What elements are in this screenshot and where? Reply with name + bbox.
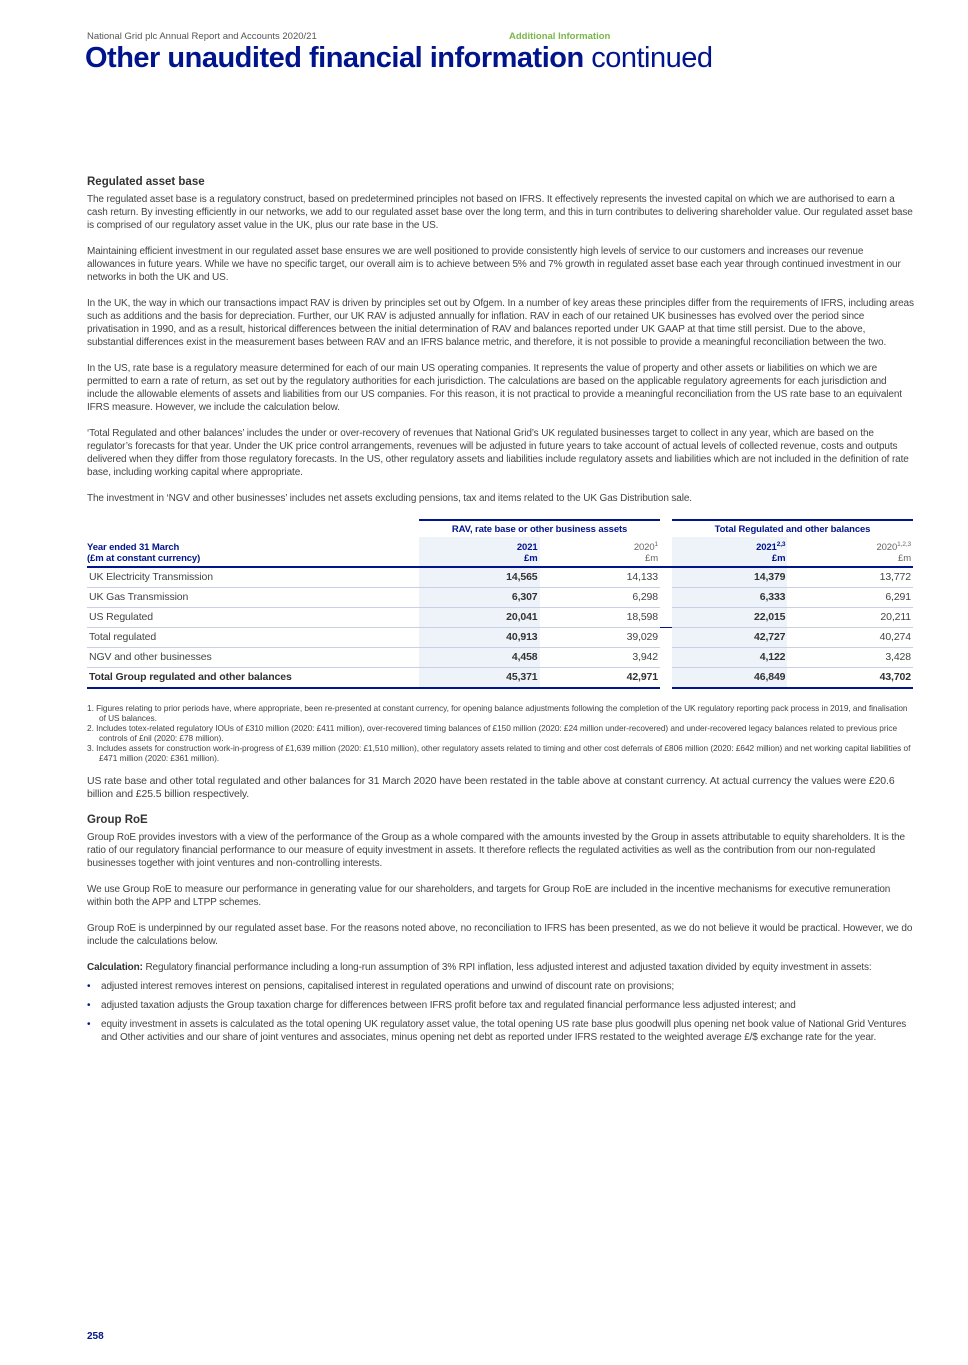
- paragraph: The regulated asset base is a regulatory…: [87, 194, 913, 231]
- paragraph: ‘Total Regulated and other balances’ inc…: [87, 428, 909, 478]
- table-row: Total regulated 40,913 39,029 42,727 40,274: [87, 627, 913, 649]
- row-header: Year ended 31 March (£m at constant curre…: [87, 537, 420, 569]
- row-label: Total regulated: [87, 627, 420, 649]
- cell-value: 46,849: [672, 667, 788, 690]
- paragraph: The investment in ‘NGV and other busines…: [87, 493, 692, 504]
- cell-value: 6,307: [419, 587, 540, 609]
- restated-note: US rate base and other total regulated a…: [87, 775, 895, 801]
- row-label: NGV and other businesses: [87, 647, 420, 669]
- cell-value: 40,913: [419, 627, 540, 649]
- cell-value: 42,971: [539, 667, 660, 690]
- cell-value: 13,772: [787, 567, 913, 589]
- row-label: Total Group regulated and other balances: [87, 667, 420, 690]
- col-header: 20212,3 £m: [672, 537, 788, 569]
- cell-value: 4,122: [672, 647, 788, 669]
- cell-value: 20,041: [419, 607, 540, 629]
- cell-value: 14,565: [419, 567, 540, 589]
- cell-value: 4,458: [419, 647, 540, 669]
- cell-value: 14,133: [539, 567, 660, 589]
- cell-value: 22,015: [672, 607, 788, 629]
- section-label: Additional Information: [509, 31, 611, 42]
- row-label: US Regulated: [87, 607, 420, 629]
- col-header: 2021 £m: [419, 537, 540, 569]
- col-header: 20201 £m: [539, 537, 660, 569]
- rab-table: RAV, rate base or other business assets …: [87, 519, 913, 690]
- table-row: UK Electricity Transmission 14,565 14,133 1…: [87, 567, 913, 589]
- cell-value: 6,291: [787, 587, 913, 609]
- calculation: Calculation: Regulatory financial perfor…: [87, 962, 872, 974]
- page-title: Other unaudited financial information co…: [85, 42, 713, 75]
- paragraph: We use Group RoE to measure our performa…: [87, 884, 891, 909]
- footnote: 2. Includes totex-related regulatory IOU…: [87, 723, 898, 744]
- row-label: UK Electricity Transmission: [87, 567, 420, 589]
- cell-value: 3,428: [787, 647, 913, 669]
- content: Regulated asset base The regulated asset…: [87, 176, 914, 1050]
- paragraph: Group RoE is underpinned by our regulate…: [87, 923, 913, 948]
- cell-value: 3,942: [539, 647, 660, 669]
- cell-value: 42,727: [672, 627, 788, 649]
- paragraph: Maintaining efficient investment in our …: [87, 246, 901, 283]
- cell-value: 39,029: [539, 627, 660, 649]
- cell-value: 6,298: [539, 587, 660, 609]
- table-row: US Regulated 20,041 18,598 22,015 20,211: [87, 607, 913, 629]
- cell-value: 40,274: [787, 627, 913, 649]
- footnote: 1. Figures relating to prior periods hav…: [87, 703, 908, 724]
- cell-value: 45,371: [419, 667, 540, 690]
- group-header-rav: RAV, rate base or other business assets: [419, 519, 660, 537]
- list-item: adjusted taxation adjusts the Group taxa…: [87, 999, 914, 1012]
- cell-value: 6,333: [672, 587, 788, 609]
- table-row: Total Group regulated and other balances…: [87, 667, 913, 690]
- paragraph: Group RoE provides investors with a view…: [87, 832, 905, 870]
- roe-heading: Group RoE: [87, 814, 148, 827]
- footnotes: 1. Figures relating to prior periods hav…: [87, 703, 914, 763]
- rab-heading: Regulated asset base: [87, 176, 205, 188]
- cell-value: 14,379: [672, 567, 788, 589]
- list-item: adjusted interest removes interest on pe…: [87, 980, 914, 993]
- cell-value: 43,702: [787, 667, 913, 690]
- calculation-list: adjusted interest removes interest on pe…: [87, 980, 914, 1044]
- list-item: equity investment in assets is calculate…: [87, 1018, 914, 1044]
- cell-value: 20,211: [787, 607, 913, 629]
- paragraph: In the UK, the way in which our transact…: [87, 298, 914, 348]
- col-header: 20201,2,3 £m: [787, 537, 913, 569]
- table-row: NGV and other businesses 4,458 3,942 4,122 3…: [87, 647, 913, 669]
- paragraph: In the US, rate base is a regulatory mea…: [87, 363, 902, 413]
- cell-value: 18,598: [539, 607, 660, 629]
- title-suffix: continued: [583, 42, 713, 74]
- group-header-total: Total Regulated and other balances: [672, 519, 913, 537]
- footnote: 3. Includes assets for construction work…: [87, 743, 911, 764]
- report-title: National Grid plc Annual Report and Acco…: [87, 31, 317, 42]
- row-label: UK Gas Transmission: [87, 587, 420, 609]
- table-row: UK Gas Transmission 6,307 6,298 6,333 6,291: [87, 587, 913, 609]
- page-number: 258: [87, 1331, 104, 1342]
- title-main: Other unaudited financial information: [85, 42, 584, 74]
